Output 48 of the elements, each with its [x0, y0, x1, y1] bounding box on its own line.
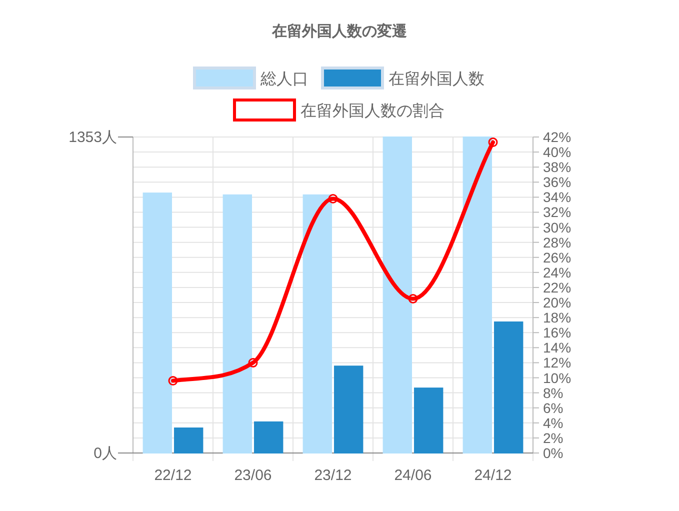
- y2-tick-label: 22%: [543, 279, 572, 296]
- y-tick-label: 0人: [94, 445, 117, 462]
- bar: [462, 136, 492, 454]
- y2-tick-label: 16%: [543, 324, 572, 341]
- y2-tick-label: 30%: [543, 219, 572, 236]
- legend-label: 在留外国人数の割合: [300, 102, 444, 120]
- bar: [382, 136, 412, 454]
- bar: [302, 194, 332, 454]
- y2-tick-label: 2%: [543, 430, 564, 446]
- point: [168, 376, 178, 386]
- point: [488, 138, 498, 148]
- y2-tick-label: 32%: [543, 204, 572, 220]
- bar: [142, 192, 172, 454]
- y2-tick-label: 10%: [543, 370, 572, 386]
- x-tick-label: 23/12: [314, 467, 352, 484]
- y2-tick-label: 26%: [543, 249, 572, 266]
- y2-tick-label: 42%: [543, 129, 572, 145]
- bar: [222, 194, 252, 454]
- y2-tick-label: 36%: [543, 174, 572, 190]
- point: [248, 358, 258, 368]
- bar: [334, 366, 364, 454]
- x-tick-label: 24/12: [474, 467, 512, 484]
- y2-tick-label: 28%: [543, 234, 572, 250]
- x-tick-label: 22/12: [154, 467, 192, 484]
- y2-tick-label: 0%: [543, 445, 564, 461]
- bar: [494, 321, 524, 454]
- y2-tick-label: 34%: [543, 189, 572, 206]
- x-tick-label: 24/06: [394, 467, 432, 484]
- y2-tick-label: 14%: [543, 340, 572, 356]
- y2-tick-label: 40%: [543, 144, 572, 160]
- point: [408, 294, 418, 304]
- y2-tick-label: 6%: [543, 400, 564, 416]
- y2-tick-label: 12%: [543, 354, 572, 371]
- y2-tick-label: 4%: [543, 414, 564, 431]
- y2-tick-label: 20%: [543, 294, 572, 311]
- y2-tick-label: 24%: [543, 264, 572, 280]
- bar: [414, 388, 444, 454]
- y2-tick-label: 38%: [543, 159, 572, 176]
- legend-label: 総人口: [260, 71, 308, 88]
- x-tick-label: 23/06: [234, 467, 272, 484]
- legend-label: 在留外国人数: [388, 70, 484, 88]
- chart-title: 在留外国人数の変遷: [271, 22, 408, 40]
- point: [328, 194, 338, 204]
- bar: [254, 421, 284, 454]
- y2-tick-label: 18%: [543, 310, 572, 326]
- y-tick-label: 1353人: [68, 129, 117, 146]
- bar: [174, 428, 204, 454]
- y2-tick-label: 8%: [543, 384, 564, 401]
